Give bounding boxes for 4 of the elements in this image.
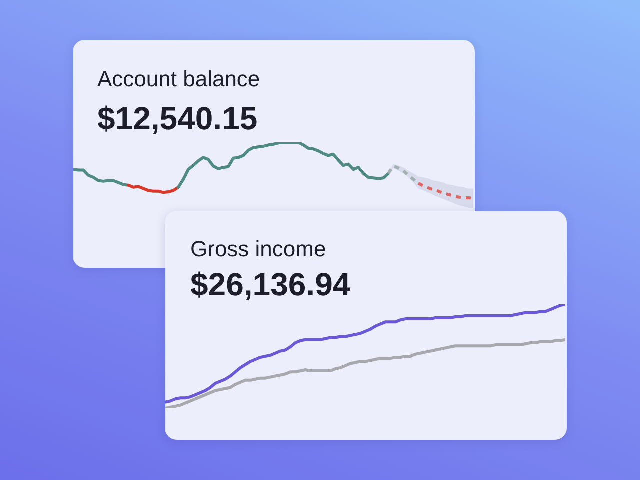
chart-subtitle: $12,540.15 bbox=[98, 100, 258, 136]
chart-title: Gross income bbox=[190, 236, 326, 262]
chart-title: Account balance bbox=[98, 66, 260, 92]
chart-subtitle: $26,136.94 bbox=[190, 266, 351, 302]
